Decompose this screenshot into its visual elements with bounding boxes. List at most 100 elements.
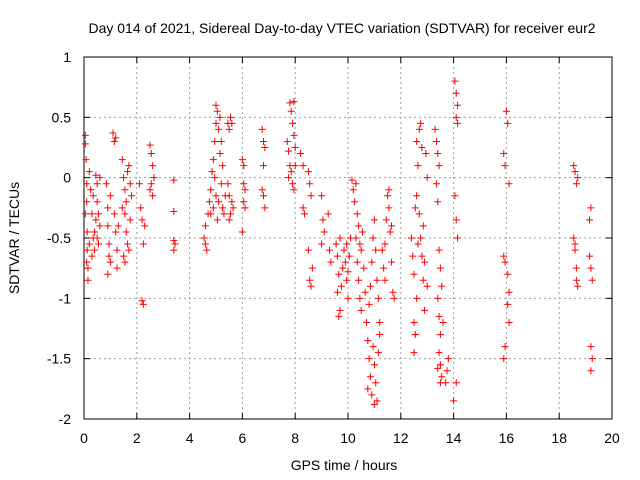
data-point — [381, 240, 389, 248]
data-point — [306, 180, 314, 188]
data-point — [238, 228, 246, 236]
data-point — [454, 119, 462, 127]
x-tick-label: 2 — [133, 430, 141, 446]
data-point — [501, 162, 509, 170]
y-tick-label: 1 — [63, 49, 71, 65]
data-point — [227, 113, 235, 121]
data-point — [442, 379, 450, 387]
data-point — [85, 240, 93, 248]
data-point — [229, 204, 237, 212]
data-point — [574, 282, 582, 290]
data-point — [146, 141, 154, 149]
x-tick-label: 16 — [499, 430, 515, 446]
data-point — [333, 252, 341, 260]
data-point — [93, 234, 101, 242]
data-point — [434, 364, 442, 372]
data-point — [286, 99, 294, 107]
data-point — [411, 204, 419, 212]
data-point — [258, 186, 266, 194]
data-point — [212, 119, 220, 127]
data-point — [121, 210, 129, 218]
data-point — [337, 282, 345, 290]
data-point — [571, 246, 579, 254]
data-point — [207, 186, 215, 194]
data-point — [324, 210, 332, 218]
data-point — [352, 234, 360, 242]
data-point — [217, 180, 225, 188]
data-point — [126, 216, 134, 224]
data-point — [586, 216, 594, 224]
data-point — [353, 258, 361, 266]
data-point — [326, 246, 334, 254]
data-point — [370, 361, 378, 369]
data-point — [571, 168, 579, 176]
data-point — [211, 174, 219, 182]
data-point — [93, 198, 101, 206]
data-point — [95, 240, 103, 248]
data-point — [443, 367, 451, 375]
data-point — [444, 355, 452, 363]
data-point — [120, 252, 128, 260]
data-point — [586, 252, 594, 260]
data-point — [355, 276, 363, 284]
data-point — [92, 171, 100, 179]
data-point — [355, 222, 363, 230]
data-point — [385, 186, 393, 194]
data-point — [410, 349, 418, 357]
x-tick-label: 4 — [186, 430, 194, 446]
data-point — [413, 192, 421, 200]
data-point — [432, 180, 440, 188]
data-point — [434, 294, 442, 302]
data-point — [146, 186, 154, 194]
data-point — [359, 228, 367, 236]
data-point — [336, 306, 344, 314]
x-tick-label: 0 — [80, 430, 88, 446]
x-axis-label: GPS time / hours — [291, 457, 398, 473]
data-point — [138, 297, 146, 305]
data-point — [572, 276, 580, 284]
data-point — [414, 162, 422, 170]
data-point — [84, 276, 92, 284]
data-point — [373, 276, 381, 284]
data-point — [587, 264, 595, 272]
data-point — [150, 174, 158, 182]
data-point — [216, 150, 224, 158]
data-point — [415, 210, 423, 218]
data-point — [83, 246, 91, 254]
data-point — [287, 168, 295, 176]
data-point — [147, 180, 155, 188]
data-point — [113, 246, 121, 254]
data-point — [417, 234, 425, 242]
data-point — [320, 228, 328, 236]
y-tick-label: 0.5 — [52, 109, 72, 125]
data-point — [89, 192, 97, 200]
data-point — [113, 264, 121, 272]
data-point — [300, 210, 308, 218]
data-point — [380, 264, 388, 272]
data-point — [423, 174, 431, 182]
data-point — [289, 119, 297, 127]
data-point — [500, 355, 508, 363]
data-point — [215, 198, 223, 206]
data-point — [212, 101, 220, 109]
data-point — [216, 113, 224, 121]
data-point — [147, 150, 155, 158]
data-point — [431, 125, 439, 133]
data-point — [296, 150, 304, 158]
data-point — [81, 131, 89, 139]
data-point — [88, 252, 96, 260]
data-point — [454, 101, 462, 109]
data-point — [241, 186, 249, 194]
data-point — [225, 125, 233, 133]
data-point — [504, 270, 512, 278]
data-point — [410, 318, 418, 326]
data-point — [212, 192, 220, 200]
data-point — [502, 107, 510, 115]
data-point — [421, 306, 429, 314]
data-point — [124, 168, 132, 176]
axis-ticks: 0 2 4 6 8 10 12 14 16 18 20 -2 -1.5 -1 -0.5 0 0.5 1 — [47, 49, 620, 446]
data-point — [372, 246, 380, 254]
data-point — [261, 204, 269, 212]
data-point — [374, 349, 382, 357]
data-point — [102, 180, 110, 188]
